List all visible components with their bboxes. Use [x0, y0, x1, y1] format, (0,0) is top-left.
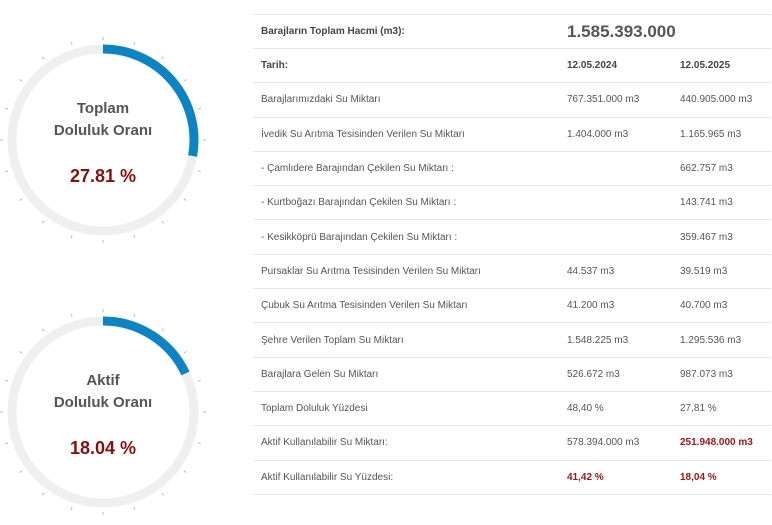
- gauge-tick: [42, 492, 45, 496]
- gauge-tick: [4, 107, 9, 110]
- gauge-tick: [133, 234, 136, 239]
- gauge-tick: [70, 234, 73, 239]
- gauge-tick: [4, 170, 9, 173]
- total-gauge-title-line1: Toplam: [76, 100, 130, 117]
- active-gauge-title-line1: Aktif: [86, 372, 120, 389]
- row-label: Şehre Verilen Toplam Su Miktarı: [261, 334, 404, 346]
- row-label: Çubuk Su Arıtma Tesisinden Verilen Su Mi…: [261, 300, 468, 312]
- gauge-tick: [133, 41, 136, 46]
- total-volume-value: 1.585.393.000: [567, 21, 676, 41]
- gauge-tick: [70, 41, 73, 46]
- row-label: Barajlarımızdaki Su Miktarı: [261, 94, 381, 106]
- date-header-label: Tarih:: [261, 60, 289, 72]
- total-gauge-graphic: [0, 37, 206, 243]
- gauge-fill-arc: [102, 316, 190, 376]
- gauge-tick: [70, 313, 73, 318]
- row-label: Barajlara Gelen Su Miktarı: [261, 368, 379, 380]
- row-value-2025: 39.519 m3: [680, 265, 728, 277]
- total-volume-label: Barajların Toplam Hacmi (m3):: [261, 26, 405, 37]
- gauge-tick: [19, 470, 23, 473]
- row-value-2025: 18,04 %: [680, 471, 717, 483]
- table-row: Aktif Kullanılabilir Su Miktarı: 578.394.…: [253, 426, 771, 461]
- active-gauge-graphic: [0, 309, 206, 515]
- row-value-2024: 1.404.000 m3: [567, 128, 629, 140]
- table-row: Çubuk Su Arıtma Tesisinden Verilen Su Mi…: [253, 289, 771, 324]
- row-value-2025: 40.700 m3: [680, 300, 728, 312]
- row-label: Pursaklar Su Arıtma Tesisinden Verilen S…: [261, 265, 481, 277]
- gauge-tick: [161, 220, 164, 224]
- row-value-2025: 359.467 m3: [680, 231, 733, 243]
- row-value-2025: 251.948.000 m3: [680, 437, 753, 449]
- row-value-2025: 1.295.536 m3: [680, 334, 742, 346]
- date-col-2025: 12.05.2025: [680, 60, 731, 72]
- row-value-2024: 41.200 m3: [567, 300, 615, 312]
- row-value-2024: 578.394.000 m3: [567, 437, 640, 449]
- total-volume-row: Barajların Toplam Hacmi (m3): 1.585.393.…: [253, 14, 771, 49]
- table-row: Pursaklar Su Arıtma Tesisinden Verilen S…: [253, 255, 771, 290]
- gauge-tick: [42, 220, 45, 224]
- gauge-tick: [161, 492, 164, 496]
- total-fill-gauge: Toplam Doluluk Oranı 27.81 %: [0, 37, 206, 243]
- row-label: - Kesikköprü Barajından Çekilen Su Mikta…: [261, 231, 458, 243]
- gauge-tick: [161, 328, 164, 332]
- row-label: - Kurtboğazı Barajından Çekilen Su Mikta…: [261, 197, 457, 209]
- gauge-tick: [133, 313, 136, 318]
- row-value-2024: 41,42 %: [567, 471, 604, 483]
- table-row: - Çamlıdere Barajından Çekilen Su Miktar…: [253, 152, 771, 187]
- table-row: - Kesikköprü Barajından Çekilen Su Mikta…: [253, 220, 771, 255]
- gauge-tick: [197, 379, 202, 382]
- gauge-tick: [70, 506, 73, 511]
- gauge-tick: [133, 506, 136, 511]
- gauge-tick: [19, 79, 23, 82]
- row-value-2025: 27,81 %: [680, 403, 717, 415]
- gauge-tick: [42, 56, 45, 60]
- row-label: İvedik Su Arıtma Tesisinden Verilen Su M…: [261, 128, 465, 140]
- gauge-tick: [4, 442, 9, 445]
- gauge-fill-arc: [102, 44, 199, 157]
- date-col-2024: 12.05.2024: [567, 60, 618, 72]
- row-label: Aktif Kullanılabilir Su Yüzdesi:: [261, 471, 394, 483]
- gauge-tick: [19, 198, 23, 201]
- table-row: Barajlara Gelen Su Miktarı 526.672 m3 987.…: [253, 358, 771, 392]
- gauge-tick: [161, 56, 164, 60]
- gauge-tick: [197, 442, 202, 445]
- active-gauge-value: 18.04 %: [69, 438, 137, 458]
- gauge-tick: [183, 79, 187, 82]
- row-label: Aktif Kullanılabilir Su Miktarı:: [261, 437, 388, 449]
- table-row: Şehre Verilen Toplam Su Miktarı 1.548.225…: [253, 323, 771, 358]
- row-value-2025: 662.757 m3: [680, 163, 733, 175]
- row-value-2025: 143.741 m3: [680, 197, 733, 209]
- table-row: - Kurtboğazı Barajından Çekilen Su Mikta…: [253, 186, 771, 221]
- row-value-2025: 1.165.965 m3: [680, 128, 742, 140]
- row-value-2024: 48,40 %: [567, 403, 604, 415]
- gauge-tick: [197, 107, 202, 110]
- total-gauge-title-line2: Doluluk Oranı: [53, 122, 153, 139]
- gauge-tick: [197, 170, 202, 173]
- table-row: Barajlarımızdaki Su Miktarı 767.351.000 m…: [253, 83, 771, 118]
- gauge-tick: [183, 351, 187, 354]
- active-fill-gauge: Aktif Doluluk Oranı 18.04 %: [0, 309, 206, 515]
- gauge-tick: [19, 351, 23, 354]
- row-value-2025: 440.905.000 m3: [680, 94, 753, 106]
- row-value-2024: 767.351.000 m3: [567, 94, 640, 106]
- table-row: İvedik Su Arıtma Tesisinden Verilen Su M…: [253, 118, 771, 152]
- gauge-tick: [42, 328, 45, 332]
- table-row: Aktif Kullanılabilir Su Yüzdesi: 41,42 % 1…: [253, 461, 771, 495]
- total-gauge-value: 27.81 %: [69, 166, 137, 186]
- row-value-2024: 526.672 m3: [567, 368, 620, 380]
- gauge-tick: [183, 198, 187, 201]
- row-label: - Çamlıdere Barajından Çekilen Su Miktar…: [261, 163, 454, 175]
- date-header-row: Tarih: 12.05.2024 12.05.2025: [253, 49, 771, 84]
- row-value-2025: 987.073 m3: [680, 368, 733, 380]
- row-value-2024: 1.548.225 m3: [567, 334, 629, 346]
- table-row: Toplam Doluluk Yüzdesi 48,40 % 27,81 %: [253, 392, 771, 427]
- dam-statistics-table: Barajların Toplam Hacmi (m3): 1.585.393.…: [253, 14, 771, 495]
- gauge-tick: [183, 470, 187, 473]
- row-label: Toplam Doluluk Yüzdesi: [261, 403, 368, 415]
- gauge-tick: [4, 379, 9, 382]
- active-gauge-title-line2: Doluluk Oranı: [53, 394, 153, 411]
- row-value-2024: 44.537 m3: [567, 265, 615, 277]
